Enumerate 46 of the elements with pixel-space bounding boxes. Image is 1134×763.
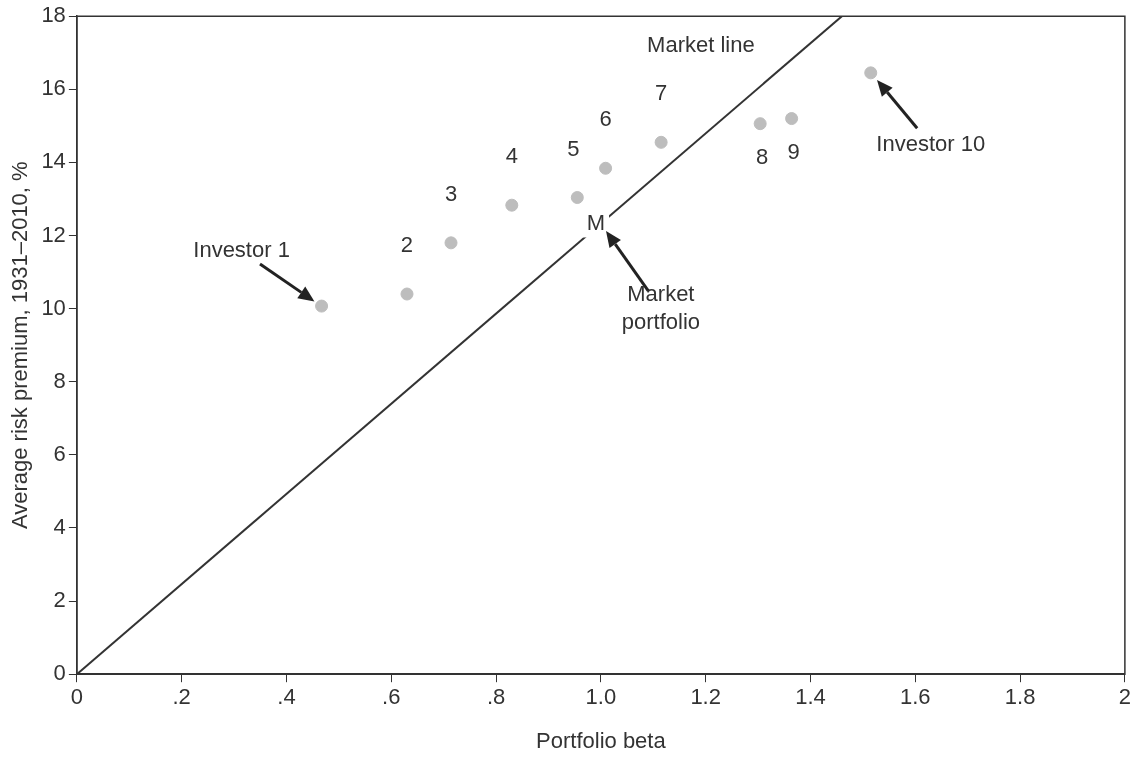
x-tick-label: 1.4 [795,684,826,710]
x-tick-label: .8 [486,684,506,710]
annotation: 8 [756,143,769,169]
y-tick-label: 14 [41,148,66,174]
annotation: Market line [647,32,755,58]
x-tick-label: 1.2 [690,684,721,710]
annotation: 3 [444,180,458,206]
annotation: 7 [655,80,668,106]
point [599,161,613,175]
x-tick-label: .6 [382,684,401,710]
annotation: M [586,209,606,235]
y-tick-label: 4 [53,514,66,540]
y-tick-label: 12 [41,221,66,247]
point [570,191,584,205]
annotation: 2 [400,232,414,258]
y-tick-label: 16 [41,75,66,101]
point [315,299,329,313]
y-tick-label: 8 [53,367,66,393]
x-tick-label: 1.6 [899,684,931,710]
y-tick-label: 10 [41,294,66,320]
point [753,117,767,131]
x-tick-label: 1.0 [585,684,617,710]
x-axis-title: Portfolio beta [536,727,667,753]
point [785,112,799,126]
x-tick-label: 2 [1118,684,1132,710]
annotation: 4 [505,143,518,169]
y-tick-label: 18 [41,2,66,28]
y-tick-label: 0 [53,660,66,686]
x-tick-label: 0 [70,684,83,710]
y-tick-label: 6 [53,440,66,466]
annotation: 6 [599,106,612,132]
x-tick-label: 1.8 [1004,684,1036,710]
x-tick-label: .4 [277,684,296,710]
annotation: 5 [567,135,580,161]
y-tick-label: 2 [53,587,66,613]
annotation: 9 [787,138,800,164]
annotation: Market portfolio [621,280,701,334]
x-tick-label: .2 [172,684,191,710]
point [864,66,878,80]
annotation: Investor 1 [193,237,290,263]
point [444,236,458,250]
point [505,198,519,212]
point [400,287,414,301]
annotation: Investor 10 [876,130,986,156]
point [654,135,668,149]
y-axis-title: Average risk premium, 1931–2010, % [7,161,33,530]
